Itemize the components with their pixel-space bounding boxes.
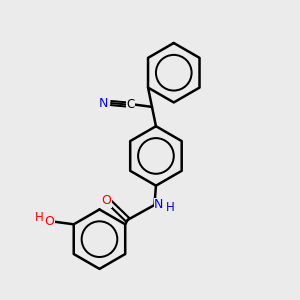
Text: H: H xyxy=(166,202,174,214)
Text: N: N xyxy=(99,97,109,110)
Text: O: O xyxy=(101,194,111,207)
Text: O: O xyxy=(44,215,54,228)
Text: N: N xyxy=(154,199,164,212)
Text: H: H xyxy=(34,211,43,224)
Text: C: C xyxy=(127,98,135,111)
